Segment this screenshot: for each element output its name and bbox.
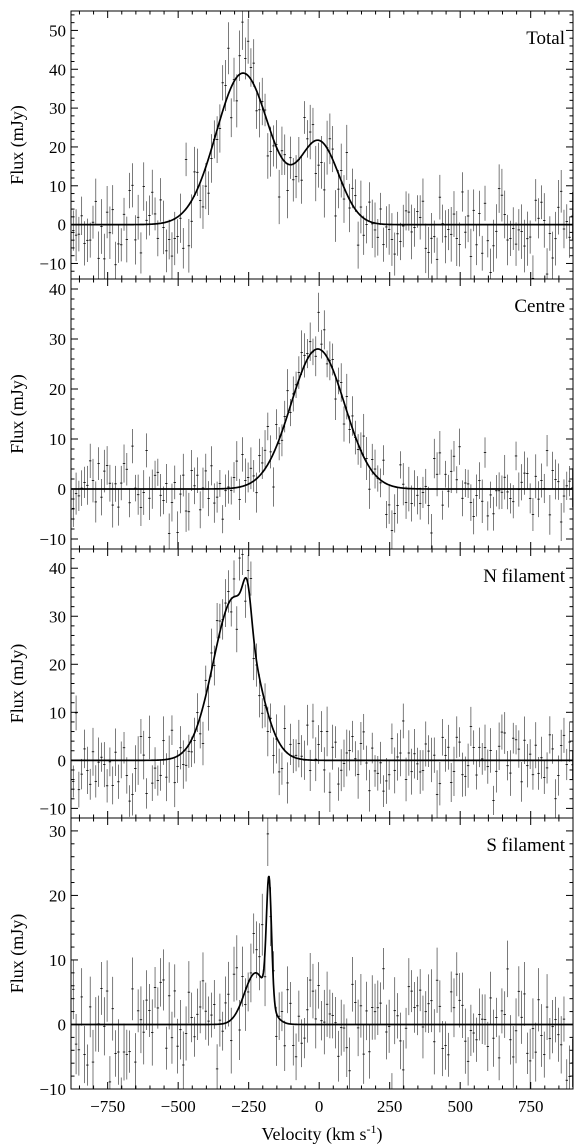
y-tick-label: 0	[58, 1015, 67, 1034]
fit-curve	[71, 875, 573, 1026]
y-tick-label: 30	[49, 99, 66, 118]
x-tick-label: 750	[518, 1097, 544, 1116]
y-tick-label: 10	[49, 430, 66, 449]
panel-frame	[70, 278, 574, 550]
y-tick-label: 20	[49, 138, 66, 157]
x-tick-label: −250	[231, 1097, 266, 1116]
y-tick-label: 0	[58, 751, 67, 770]
y-axis-label: Flux (mJy)	[7, 914, 28, 994]
panel-frame	[70, 548, 574, 819]
x-axis-label: Velocity (km s-1)	[262, 1122, 383, 1145]
fit-curve	[71, 72, 573, 226]
panel-3: −10 0 10 20 30 40 N filament Flux (mJy)	[7, 548, 574, 819]
x-tick-label: −750	[90, 1097, 125, 1116]
y-tick-label: 40	[49, 559, 66, 578]
y-tick-label: 20	[49, 886, 66, 905]
y-tick-label: 30	[49, 330, 66, 349]
panel-data-1	[71, 11, 573, 279]
fit-curve	[71, 576, 573, 762]
y-tick-label: 30	[49, 607, 66, 626]
y-tick-label: −10	[39, 799, 66, 818]
x-tick-label: 0	[315, 1097, 324, 1116]
y-tick-label: 10	[49, 177, 66, 196]
y-tick-label: 0	[58, 216, 67, 235]
panel-4: −10 0 10 20 30 S filament Flux (mJy)	[7, 817, 574, 1099]
y-tick-label: 30	[49, 822, 66, 841]
panel-title: Centre	[514, 296, 565, 317]
y-tick-label: 0	[58, 480, 67, 499]
x-tick-label: 500	[447, 1097, 473, 1116]
y-axis-label: Flux (mJy)	[7, 374, 28, 454]
panel-title: Total	[526, 28, 565, 49]
y-tick-label: −10	[39, 530, 66, 549]
panel-1: −10 0 10 20 30 40 50 Total Flux (mJy)	[7, 10, 574, 280]
y-axis-label: Flux (mJy)	[7, 644, 28, 724]
panel-2: −10 0 10 20 30 40 Centre Flux (mJy)	[7, 278, 574, 550]
y-tick-label: 40	[49, 280, 66, 299]
y-tick-label: 20	[49, 655, 66, 674]
panel-frame	[70, 817, 574, 1090]
x-tick-label: −500	[161, 1097, 196, 1116]
y-axis-label: Flux (mJy)	[7, 105, 28, 185]
y-tick-label: 20	[49, 380, 66, 399]
fit-curve	[71, 348, 573, 490]
y-tick-label: 40	[49, 60, 66, 79]
y-tick-label: −10	[39, 1080, 66, 1099]
panel-title: S filament	[486, 835, 565, 856]
y-tick-label: 10	[49, 951, 66, 970]
panel-title: N filament	[483, 566, 566, 587]
panel-data-3	[71, 549, 573, 818]
panel-data-2	[71, 292, 573, 549]
x-tick-label: 250	[377, 1097, 403, 1116]
y-tick-label: −10	[39, 254, 66, 273]
y-tick-label: 10	[49, 703, 66, 722]
y-tick-label: 50	[49, 21, 66, 40]
